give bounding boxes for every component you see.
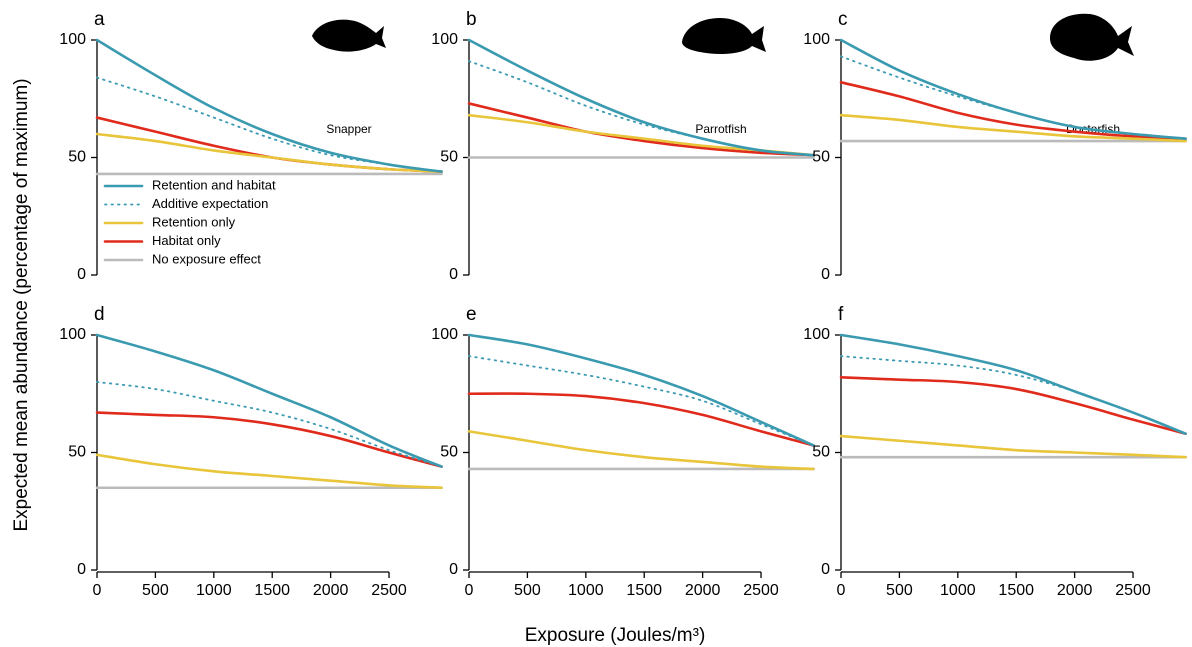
series-line	[839, 113, 1187, 143]
y-tick-label: 50	[812, 444, 830, 461]
y-tick-label: 50	[440, 149, 458, 166]
doctorfish-icon	[1050, 13, 1134, 61]
x-tick-label: 2500	[1115, 582, 1151, 599]
legend-label: Additive expectation	[152, 196, 268, 211]
x-tick-label: 0	[837, 582, 846, 599]
series-line	[467, 38, 815, 157]
x-tick-label: 2500	[743, 582, 779, 599]
legend-label: Retention only	[152, 214, 236, 229]
x-tick-label: 500	[142, 582, 169, 599]
series-line	[95, 132, 443, 173]
series-line	[839, 434, 1187, 459]
x-tick-label: 1500	[998, 582, 1034, 599]
series-line	[95, 38, 443, 173]
x-tick-label: 0	[93, 582, 102, 599]
y-tick-label: 0	[821, 561, 830, 578]
legend-label: No exposure effect	[152, 251, 261, 266]
y-tick-label: 0	[77, 561, 86, 578]
panel-letter: e	[466, 304, 477, 325]
y-tick-label: 100	[431, 31, 458, 48]
parrotfish-icon	[682, 18, 766, 54]
series-line	[840, 55, 1187, 140]
legend-label: Habitat only	[152, 233, 221, 248]
series-line	[467, 102, 815, 157]
x-tick-label: 1000	[196, 582, 232, 599]
series-line	[467, 392, 815, 447]
y-tick-label: 0	[449, 266, 458, 283]
y-tick-label: 0	[77, 266, 86, 283]
series-line	[839, 333, 1187, 435]
series-line	[95, 333, 443, 468]
x-tick-label: 2000	[1057, 582, 1093, 599]
series-line	[839, 38, 1187, 140]
x-tick-label: 2000	[313, 582, 349, 599]
y-tick-label: 50	[440, 444, 458, 461]
series-line	[840, 355, 1187, 435]
y-tick-label: 50	[68, 444, 86, 461]
series-line	[95, 411, 443, 468]
series-line	[839, 81, 1187, 140]
y-tick-label: 100	[59, 326, 86, 343]
series-line	[467, 333, 815, 447]
x-tick-label: 1500	[626, 582, 662, 599]
panel-letter: a	[94, 9, 105, 30]
series-line	[96, 381, 443, 468]
series-line	[839, 376, 1187, 435]
y-tick-label: 100	[803, 326, 830, 343]
x-tick-label: 0	[465, 582, 474, 599]
panel-letter: d	[94, 304, 105, 325]
panel-letter: c	[838, 9, 848, 30]
y-tick-label: 0	[449, 561, 458, 578]
panel-letter: b	[466, 9, 477, 30]
y-tick-label: 0	[821, 266, 830, 283]
x-tick-label: 2500	[371, 582, 407, 599]
y-axis-label: Expected mean abundance (percentage of m…	[11, 78, 32, 531]
x-tick-label: 2000	[685, 582, 721, 599]
species-label: Snapper	[326, 122, 371, 136]
y-tick-label: 100	[431, 326, 458, 343]
series-line	[95, 453, 443, 490]
species-label: Parrotfish	[695, 122, 746, 136]
x-tick-label: 1000	[940, 582, 976, 599]
series-line	[468, 355, 815, 447]
y-tick-label: 50	[812, 149, 830, 166]
legend-label: Retention and habitat	[152, 177, 276, 192]
x-tick-label: 1500	[254, 582, 290, 599]
y-tick-label: 100	[59, 31, 86, 48]
x-tick-label: 500	[886, 582, 913, 599]
x-axis-label: Exposure (Joules/m³)	[525, 625, 706, 646]
y-tick-label: 100	[803, 31, 830, 48]
panel-letter: f	[838, 304, 844, 325]
x-tick-label: 1000	[568, 582, 604, 599]
fish-icons	[312, 13, 1134, 61]
snapper-icon	[312, 19, 386, 52]
series-line	[467, 430, 815, 471]
x-tick-label: 500	[514, 582, 541, 599]
y-tick-label: 50	[68, 149, 86, 166]
